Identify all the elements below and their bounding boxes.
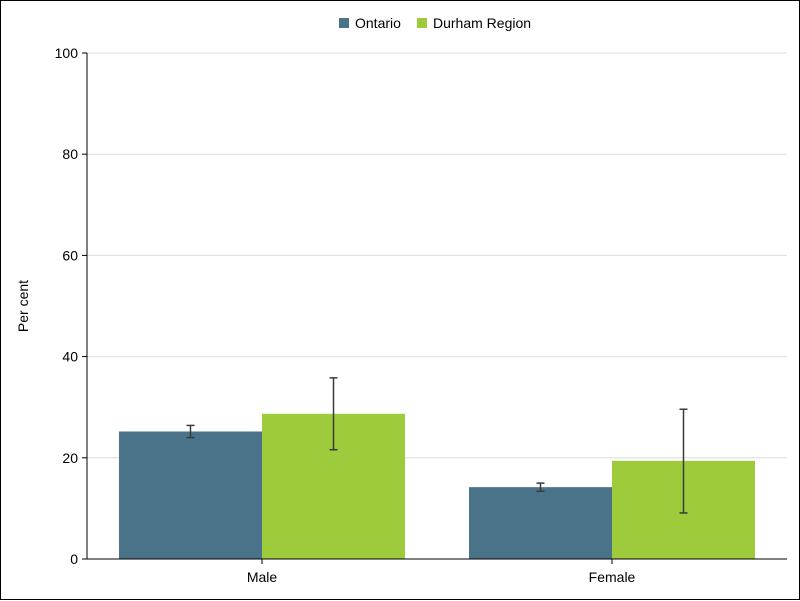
y-tick-label-20: 20 <box>62 450 78 466</box>
legend-label: Ontario <box>355 15 401 31</box>
error-bar-durham-region-female <box>679 408 688 514</box>
y-tick-label-100: 100 <box>55 45 79 61</box>
legend: Ontario Durham Region <box>339 15 531 31</box>
x-tick-label-female: Female <box>589 569 636 585</box>
axes: 0 20 40 60 80 100 Male Female <box>55 45 787 585</box>
x-tick-label-male: Male <box>247 569 278 585</box>
error-bars <box>186 377 688 514</box>
y-tick-label-60: 60 <box>62 247 78 263</box>
error-bar-ontario-male <box>186 424 195 439</box>
legend-label: Durham Region <box>433 15 531 31</box>
y-tick-label-80: 80 <box>62 146 78 162</box>
error-bar-ontario-female <box>536 482 545 492</box>
error-bar-durham-region-male <box>329 377 338 451</box>
bars <box>119 413 755 559</box>
y-tick-label-40: 40 <box>62 349 78 365</box>
legend-item-durham-region: Durham Region <box>417 15 531 31</box>
y-tick-label-0: 0 <box>70 551 78 567</box>
y-axis-title: Per cent <box>15 280 31 332</box>
legend-swatch <box>339 18 349 28</box>
bar-ontario-male <box>119 431 262 559</box>
legend-item-ontario: Ontario <box>339 15 401 31</box>
grid-lines <box>87 52 787 459</box>
legend-swatch <box>417 18 427 28</box>
bar-ontario-female <box>469 487 612 559</box>
